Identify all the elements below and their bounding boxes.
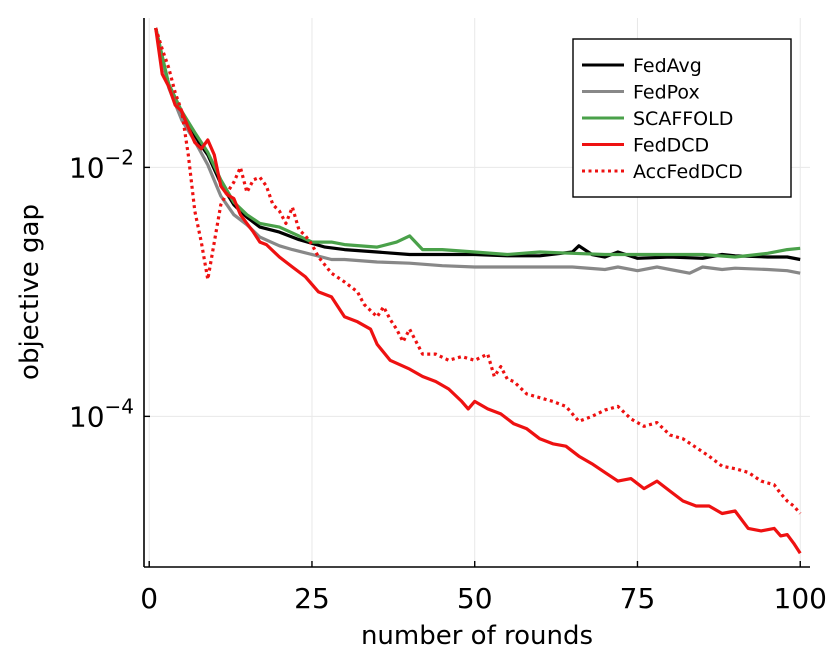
legend-label-fedavg: FedAvg xyxy=(633,55,702,77)
x-axis-title: number of rounds xyxy=(361,621,593,651)
axes xyxy=(143,18,810,568)
series-line-fedpox xyxy=(154,27,801,275)
y-tick-label: 10−2 xyxy=(69,145,134,184)
legend-label-feddcd: FedDCD xyxy=(633,135,709,157)
tick-labels: 0 25 50 75 100 10−2 10−4 xyxy=(69,145,827,615)
x-tick-label: 25 xyxy=(294,582,330,615)
series-line-feddcd xyxy=(154,27,802,555)
x-tick-label: 50 xyxy=(457,582,493,615)
y-tick-label: 10−4 xyxy=(69,394,134,433)
legend-label-accfeddcd: AccFedDCD xyxy=(633,161,743,183)
legend-label-fedpox: FedPox xyxy=(633,82,700,104)
legend: FedAvg FedPox SCAFFOLD FedDCD AccFedDCD xyxy=(572,38,792,198)
x-tick-label: 0 xyxy=(140,582,158,615)
x-tick-label: 75 xyxy=(620,582,656,615)
legend-label-scaffold: SCAFFOLD xyxy=(633,108,733,130)
y-axis-title: objective gap xyxy=(15,204,45,380)
x-tick-label: 100 xyxy=(774,582,827,615)
series-layer xyxy=(154,27,802,555)
